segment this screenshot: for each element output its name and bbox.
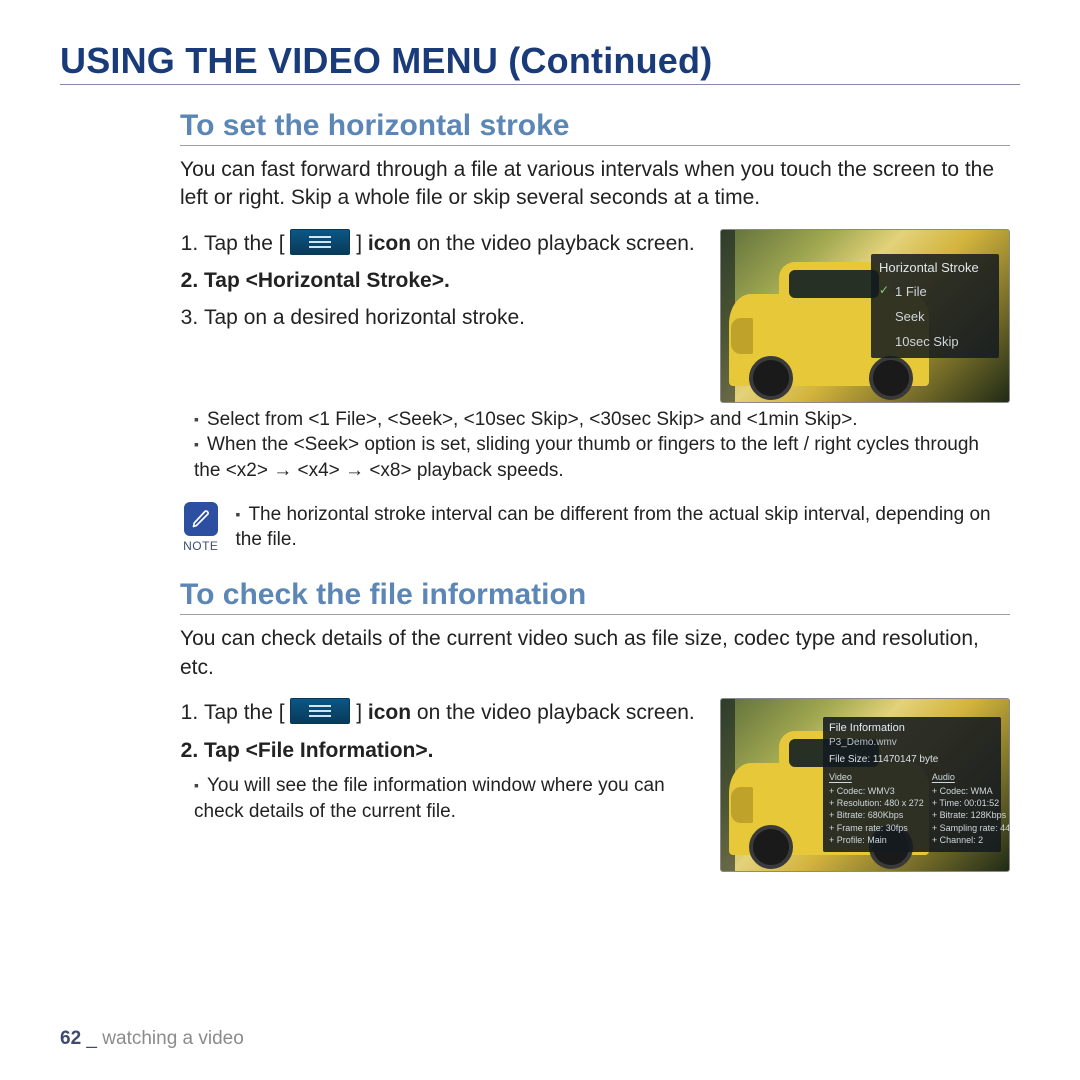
info-title: File Information	[829, 721, 995, 736]
info-line: + Frame rate: 30fps	[829, 822, 924, 834]
info-line: + Bitrate: 128Kbps	[932, 809, 1010, 821]
step-text: on the video playback screen.	[411, 701, 695, 724]
section-title: To set the horizontal stroke	[180, 109, 1010, 146]
section-title: To check the file information	[180, 578, 1010, 615]
step-text: ]	[356, 701, 368, 724]
section-file-information: To check the file information You can ch…	[180, 578, 1010, 872]
step-1: Tap the [ ] icon on the video playback s…	[204, 229, 700, 258]
panel-option: Seek	[871, 304, 999, 329]
sub-bullet: When the <Seek> option is set, sliding y…	[194, 432, 1010, 483]
screenshot-file-information: File Information P3_Demo.wmv File Size: …	[720, 698, 1010, 872]
panel-option: 1 File	[871, 279, 999, 304]
panel-title: Horizontal Stroke	[871, 254, 999, 279]
screenshot-horizontal-stroke: Horizontal Stroke 1 File Seek 10sec Skip	[720, 229, 1010, 403]
section-intro: You can check details of the current vid…	[180, 625, 1010, 682]
menu-icon	[290, 229, 350, 255]
info-col-audio: Audio + Codec: WMA + Time: 00:01:52 + Bi…	[932, 771, 1010, 846]
page-number: 62	[60, 1028, 81, 1049]
info-line: + Profile: Main	[829, 834, 924, 846]
panel-option: 10sec Skip	[871, 329, 999, 354]
info-col-header: Audio	[932, 771, 1010, 783]
popup-panel: Horizontal Stroke 1 File Seek 10sec Skip	[871, 254, 999, 358]
info-col-video: Video + Codec: WMV3 + Resolution: 480 x …	[829, 771, 924, 846]
sub-bullets: You will see the file information window…	[194, 773, 700, 824]
info-line: + Codec: WMV3	[829, 785, 924, 797]
wheel-icon	[869, 356, 913, 400]
info-line: + Codec: WMA	[932, 785, 1010, 797]
step-text: Tap the [	[204, 701, 285, 724]
note-block: NOTE The horizontal stroke interval can …	[180, 502, 1010, 555]
note-icon	[184, 502, 218, 536]
step-2: Tap <File Information>.	[204, 736, 700, 765]
sub-bullet: Select from <1 File>, <Seek>, <10sec Ski…	[194, 407, 1010, 433]
info-line: + Sampling rate: 44KHz	[932, 822, 1010, 834]
step-bold: icon	[368, 232, 411, 255]
info-line: + Bitrate: 680Kbps	[829, 809, 924, 821]
footer-section: watching a video	[102, 1028, 244, 1049]
menu-icon	[290, 698, 350, 724]
section-horizontal-stroke: To set the horizontal stroke You can fas…	[180, 109, 1010, 554]
steps-list: Tap the [ ] icon on the video playback s…	[180, 229, 700, 333]
section-intro: You can fast forward through a file at v…	[180, 156, 1010, 213]
info-filename: P3_Demo.wmv	[829, 736, 995, 750]
step-text: on the video playback screen.	[411, 232, 695, 255]
info-filesize: File Size: 11470147 byte	[829, 753, 995, 767]
step-text: Tap the [	[204, 232, 285, 255]
page-title: USING THE VIDEO MENU (Continued)	[60, 40, 1020, 85]
step-3: Tap on a desired horizontal stroke.	[204, 303, 700, 332]
info-line: + Time: 00:01:52	[932, 797, 1010, 809]
sub-bullet: You will see the file information window…	[194, 773, 700, 824]
wheel-icon	[749, 825, 793, 869]
step-2: Tap <Horizontal Stroke>.	[204, 266, 700, 295]
sub-bullets: Select from <1 File>, <Seek>, <10sec Ski…	[194, 407, 1010, 484]
file-info-panel: File Information P3_Demo.wmv File Size: …	[823, 717, 1001, 852]
step-bold: icon	[368, 701, 411, 724]
step-1: Tap the [ ] icon on the video playback s…	[204, 698, 700, 727]
info-line: + Channel: 2	[932, 834, 1010, 846]
footer-separator: _	[86, 1028, 97, 1049]
note-text: The horizontal stroke interval can be di…	[235, 502, 1010, 553]
step-text: ]	[356, 232, 368, 255]
info-line: + Resolution: 480 x 272	[829, 797, 924, 809]
page-footer: 62 _ watching a video	[60, 1028, 244, 1050]
info-col-header: Video	[829, 771, 924, 783]
wheel-icon	[749, 356, 793, 400]
note-label: NOTE	[180, 538, 221, 554]
steps-list: Tap the [ ] icon on the video playback s…	[180, 698, 700, 765]
